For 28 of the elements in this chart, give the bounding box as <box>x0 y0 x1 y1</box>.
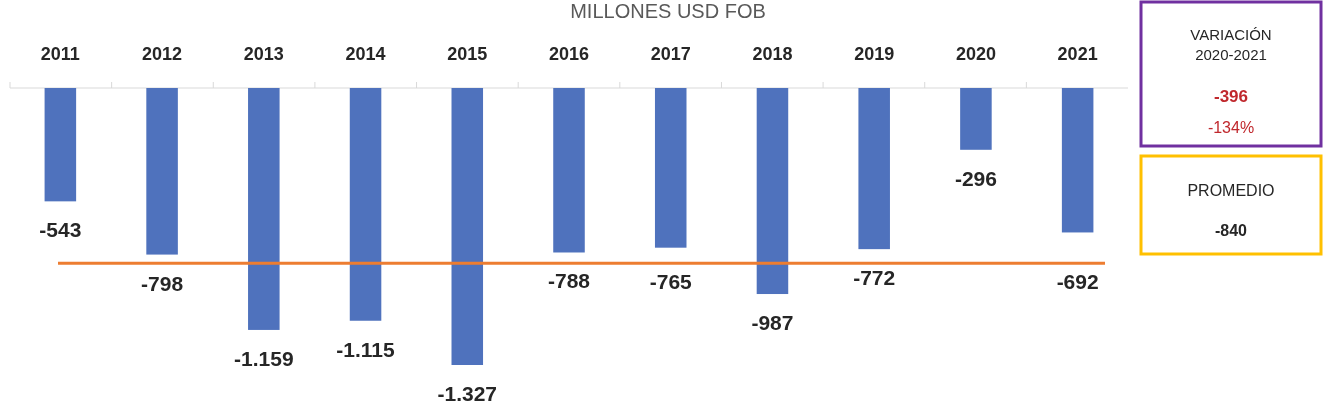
text: -396 <box>1213 87 1249 106</box>
data-label: -1.159 <box>234 346 294 370</box>
x-tick-label: 2019 <box>854 44 895 64</box>
text: -840 <box>1214 222 1248 239</box>
text: VARIACIÓN 2020-2021 <box>1190 26 1272 63</box>
data-label: -765 <box>649 270 693 294</box>
x-tick-label: 2021 <box>1057 44 1098 64</box>
data-label: -1.327 <box>437 382 498 405</box>
data-label: -798 <box>141 271 184 295</box>
data-label: -543 <box>39 218 82 242</box>
x-tick-label: 2012 <box>142 44 183 64</box>
x-tick-label: 2011 <box>40 44 80 64</box>
x-tick-label: 2014 <box>345 44 386 64</box>
x-tick-label: 2017 <box>650 44 691 64</box>
x-tick-label: 2015 <box>447 44 488 64</box>
x-tick-label: 2018 <box>752 44 793 64</box>
data-label: -772 <box>853 266 896 290</box>
data-label: -1.115 <box>336 337 396 361</box>
x-tick-label: 2016 <box>548 44 590 64</box>
data-label: -692 <box>1056 270 1099 294</box>
data-label: -296 <box>954 166 997 190</box>
text: -134% <box>1207 119 1255 136</box>
x-tick-label: 2020 <box>955 44 996 64</box>
text: PROMEDIO <box>1187 182 1275 199</box>
data-label: -987 <box>751 311 794 335</box>
x-tick-label: 2013 <box>243 44 284 64</box>
chart-title: MILLONES USD FOB <box>570 0 766 22</box>
data-label: -788 <box>547 269 591 293</box>
